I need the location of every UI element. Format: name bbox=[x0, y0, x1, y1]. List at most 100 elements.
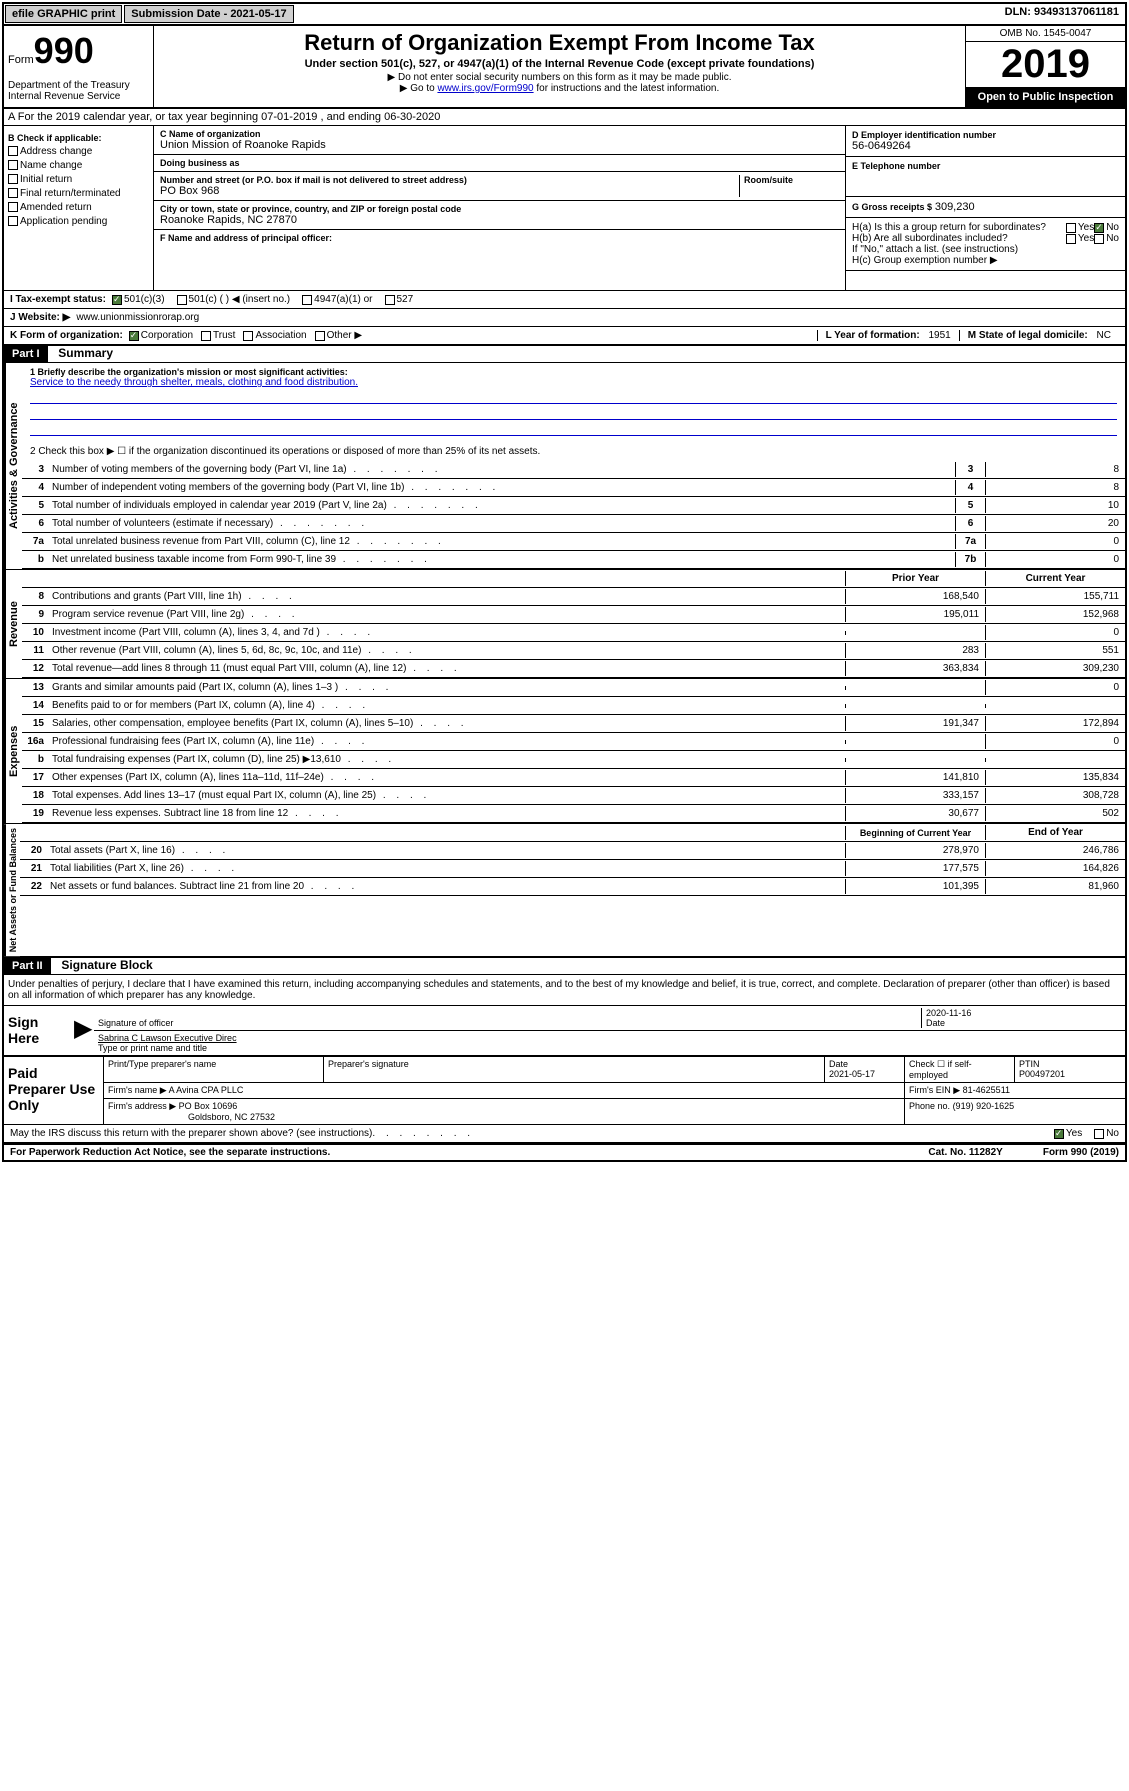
right-col: D Employer identification number 56-0649… bbox=[845, 126, 1125, 290]
part1-title: Summary bbox=[50, 344, 121, 362]
cb-initial[interactable] bbox=[8, 174, 18, 184]
e-label: E Telephone number bbox=[852, 161, 1119, 171]
data-row: 22 Net assets or fund balances. Subtract… bbox=[20, 878, 1125, 896]
part2-title: Signature Block bbox=[53, 956, 160, 974]
gov-row: 4 Number of independent voting members o… bbox=[22, 479, 1125, 497]
data-row: 14 Benefits paid to or for members (Part… bbox=[22, 697, 1125, 715]
cb-discuss-yes[interactable] bbox=[1054, 1129, 1064, 1139]
submission-btn[interactable]: Submission Date - 2021-05-17 bbox=[124, 5, 293, 23]
cb-address[interactable] bbox=[8, 146, 18, 156]
footer: For Paperwork Reduction Act Notice, see … bbox=[4, 1143, 1125, 1160]
ein: 56-0649264 bbox=[852, 140, 1119, 152]
firm-city: Goldsboro, NC 27532 bbox=[188, 1112, 275, 1122]
current-year-header: Current Year bbox=[985, 571, 1125, 586]
discuss-row: May the IRS discuss this return with the… bbox=[4, 1124, 1125, 1143]
c-name-label: C Name of organization bbox=[160, 129, 839, 139]
cb-trust[interactable] bbox=[201, 331, 211, 341]
subtitle: Under section 501(c), 527, or 4947(a)(1)… bbox=[158, 58, 961, 70]
title-col: Return of Organization Exempt From Incom… bbox=[154, 26, 965, 107]
header: Form990 Department of the Treasury Inter… bbox=[4, 26, 1125, 109]
omb: OMB No. 1545-0047 bbox=[966, 26, 1125, 42]
sig-date: 2020-11-16 bbox=[926, 1008, 971, 1018]
phone: (919) 920-1625 bbox=[953, 1101, 1015, 1111]
part2-header: Part II bbox=[4, 958, 51, 974]
cb-pending[interactable] bbox=[8, 216, 18, 226]
f-label: F Name and address of principal officer: bbox=[160, 233, 839, 243]
end-year-header: End of Year bbox=[985, 825, 1125, 840]
firm-ein: 81-4625511 bbox=[963, 1085, 1010, 1095]
part1-header: Part I bbox=[4, 346, 48, 362]
cb-name[interactable] bbox=[8, 160, 18, 170]
k-label: K Form of organization: bbox=[10, 330, 123, 341]
cb-ha-yes[interactable] bbox=[1066, 223, 1076, 233]
year-formation: 1951 bbox=[928, 330, 950, 341]
check-self: Check ☐ if self-employed bbox=[905, 1057, 1015, 1082]
data-row: 20 Total assets (Part X, line 16) . . . … bbox=[20, 842, 1125, 860]
cb-ha-no[interactable] bbox=[1094, 223, 1104, 233]
part2-header-row: Part II Signature Block bbox=[4, 958, 1125, 975]
data-row: 21 Total liabilities (Part X, line 26) .… bbox=[20, 860, 1125, 878]
cb-amended[interactable] bbox=[8, 202, 18, 212]
mission: Service to the needy through shelter, me… bbox=[30, 377, 1117, 388]
part1-header-row: Part I Summary bbox=[4, 346, 1125, 363]
data-row: 11 Other revenue (Part VIII, column (A),… bbox=[22, 642, 1125, 660]
data-row: 8 Contributions and grants (Part VIII, l… bbox=[22, 588, 1125, 606]
section-a: A For the 2019 calendar year, or tax yea… bbox=[4, 109, 1125, 126]
org-name: Union Mission of Roanoke Rapids bbox=[160, 139, 839, 151]
vert-net: Net Assets or Fund Balances bbox=[4, 824, 20, 956]
footer-left: For Paperwork Reduction Act Notice, see … bbox=[10, 1147, 330, 1158]
cb-assoc[interactable] bbox=[243, 331, 253, 341]
cb-corp[interactable] bbox=[129, 331, 139, 341]
addr-label: Number and street (or P.O. box if mail i… bbox=[160, 175, 739, 185]
cb-final[interactable] bbox=[8, 188, 18, 198]
dept: Department of the Treasury Internal Reve… bbox=[8, 80, 149, 102]
footer-right: Form 990 (2019) bbox=[1043, 1147, 1119, 1158]
revenue-section: Revenue Prior Year Current Year 8 Contri… bbox=[4, 570, 1125, 679]
cb-hb-yes[interactable] bbox=[1066, 234, 1076, 244]
perjury: Under penalties of perjury, I declare th… bbox=[4, 975, 1125, 1006]
data-row: 19 Revenue less expenses. Subtract line … bbox=[22, 805, 1125, 823]
sign-here-row: Sign Here ▶ Signature of officer 2020-11… bbox=[4, 1006, 1125, 1056]
cb-501c3[interactable] bbox=[112, 295, 122, 305]
cb-527[interactable] bbox=[385, 295, 395, 305]
form-prefix: Form bbox=[8, 54, 34, 66]
prep-label: Paid Preparer Use Only bbox=[4, 1057, 104, 1124]
efile-btn[interactable]: efile GRAPHIC print bbox=[5, 5, 122, 23]
irs-link[interactable]: www.irs.gov/Form990 bbox=[437, 83, 533, 94]
city-label: City or town, state or province, country… bbox=[160, 204, 839, 214]
j-label: J Website: ▶ bbox=[10, 312, 70, 323]
paid-preparer: Paid Preparer Use Only Print/Type prepar… bbox=[4, 1056, 1125, 1124]
vert-exp: Expenses bbox=[4, 679, 22, 823]
cb-other[interactable] bbox=[315, 331, 325, 341]
hb-note: If "No," attach a list. (see instruction… bbox=[852, 244, 1119, 255]
room-label: Room/suite bbox=[744, 175, 839, 185]
prep-date: 2021-05-17 bbox=[829, 1069, 875, 1079]
b-label: B Check if applicable: bbox=[8, 133, 149, 143]
data-row: 16a Professional fundraising fees (Part … bbox=[22, 733, 1125, 751]
data-row: 17 Other expenses (Part IX, column (A), … bbox=[22, 769, 1125, 787]
gross-receipts: 309,230 bbox=[935, 201, 975, 213]
governance-section: Activities & Governance 1 Briefly descri… bbox=[4, 363, 1125, 570]
prior-year-header: Prior Year bbox=[845, 571, 985, 586]
dba-label: Doing business as bbox=[160, 158, 839, 168]
cb-hb-no[interactable] bbox=[1094, 234, 1104, 244]
tax-year: 2019 bbox=[966, 42, 1125, 87]
data-row: 13 Grants and similar amounts paid (Part… bbox=[22, 679, 1125, 697]
inspection: Open to Public Inspection bbox=[966, 87, 1125, 107]
cb-501c[interactable] bbox=[177, 295, 187, 305]
data-row: 12 Total revenue—add lines 8 through 11 … bbox=[22, 660, 1125, 678]
cb-discuss-no[interactable] bbox=[1094, 1129, 1104, 1139]
cb-4947[interactable] bbox=[302, 295, 312, 305]
state: NC bbox=[1097, 330, 1111, 341]
data-row: 10 Investment income (Part VIII, column … bbox=[22, 624, 1125, 642]
form-title: Return of Organization Exempt From Incom… bbox=[158, 30, 961, 56]
gov-row: b Net unrelated business taxable income … bbox=[22, 551, 1125, 569]
beg-year-header: Beginning of Current Year bbox=[845, 826, 985, 840]
form-number: 990 bbox=[34, 30, 94, 71]
form-col: Form990 Department of the Treasury Inter… bbox=[4, 26, 154, 107]
mission-label: 1 Briefly describe the organization's mi… bbox=[30, 367, 1117, 377]
year-col: OMB No. 1545-0047 2019 Open to Public In… bbox=[965, 26, 1125, 107]
officer-name: Sabrina C Lawson Executive Direc bbox=[98, 1033, 237, 1043]
d-label: D Employer identification number bbox=[852, 130, 1119, 140]
section-klm: K Form of organization: Corporation Trus… bbox=[4, 327, 1125, 346]
